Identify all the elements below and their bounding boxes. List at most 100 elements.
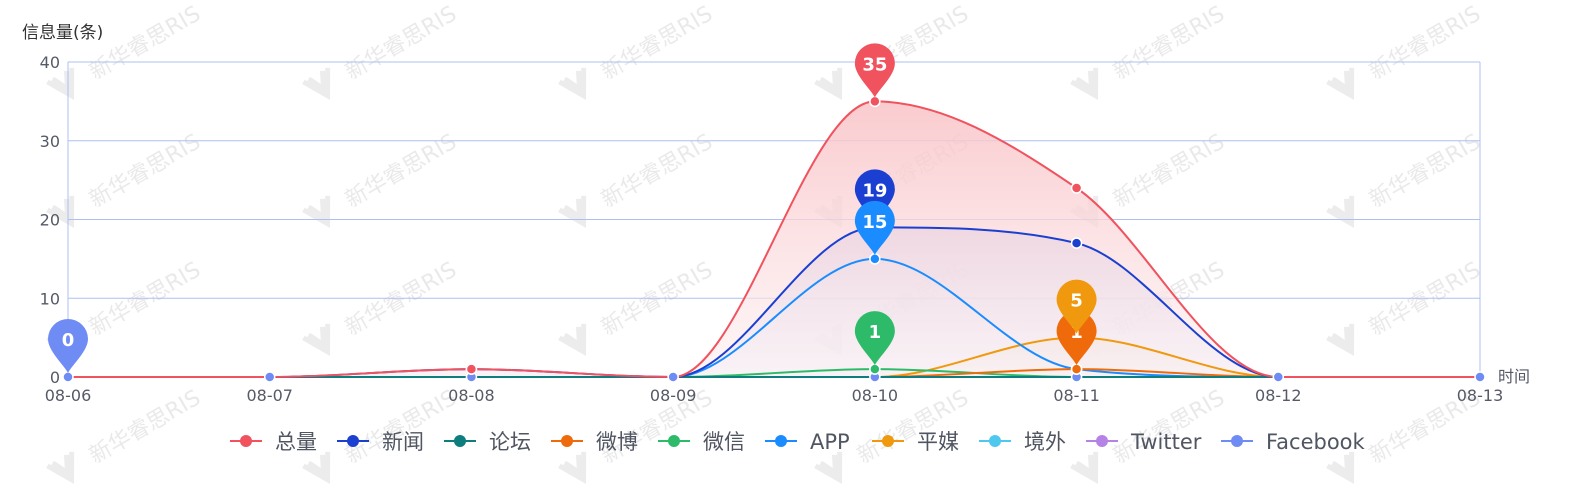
watermark-text: 新华睿思RIS (85, 386, 205, 470)
pin-label: 15 (862, 212, 887, 233)
legend-marker (347, 435, 359, 447)
legend: 总量 新闻 论坛 微博 微信 APP 平媒 境外 Twitter Facebook (230, 430, 1366, 454)
watermark-text: 新华睿思RIS (1365, 258, 1485, 342)
watermark-text: 新华睿思RIS (1109, 130, 1229, 214)
pin-总量: 35 (854, 43, 895, 98)
watermark-logo-icon (302, 67, 331, 100)
y-tick-label: 30 (40, 132, 60, 151)
watermark-text: 新华睿思RIS (1365, 130, 1485, 214)
point-Facebook (263, 371, 276, 383)
point-总量 (869, 95, 881, 108)
pin-微信: 1 (854, 311, 895, 366)
legend-item-Twitter: Twitter (1086, 430, 1202, 454)
watermark: 新华睿思RIS (302, 130, 461, 228)
y-tick-label: 20 (40, 211, 60, 230)
watermark-text: 新华睿思RIS (341, 130, 461, 214)
pin-Facebook: 0 (48, 319, 88, 373)
point-微信 (869, 363, 881, 375)
point-总量 (1070, 182, 1083, 194)
series-lines (68, 100, 1480, 379)
watermark: 新华睿思RIS (558, 130, 717, 228)
y-tick-label: 0 (50, 368, 60, 387)
legend-item-总量: 总量 (230, 430, 317, 454)
legend-item-平媒: 平媒 (872, 430, 959, 454)
y-tick-label: 10 (40, 289, 60, 308)
point-Facebook (1474, 371, 1486, 383)
watermark-text: 新华睿思RIS (597, 2, 717, 86)
legend-marker (989, 435, 1001, 447)
watermark-logo-icon (558, 195, 587, 228)
watermark: 新华睿思RIS (46, 2, 205, 100)
pin-label: 1 (869, 322, 882, 343)
legend-marker (668, 435, 680, 447)
legend-item-微信: 微信 (658, 430, 745, 454)
watermark: 新华睿思RIS (302, 2, 461, 100)
legend-item-论坛: 论坛 (444, 430, 531, 454)
point-Facebook (1272, 371, 1285, 383)
data-points (62, 95, 1486, 383)
legend-label: 境外 (1024, 430, 1066, 454)
pin-label: 0 (62, 330, 75, 351)
legend-item-Facebook: Facebook (1221, 430, 1366, 454)
watermark-text: 新华睿思RIS (1109, 386, 1229, 470)
watermark-logo-icon (46, 451, 75, 484)
x-tick-label: 08-09 (650, 386, 697, 405)
legend-marker (240, 435, 252, 447)
watermark-logo-icon (1326, 323, 1355, 356)
pin-新闻: 19 (854, 169, 895, 224)
pin-shape (48, 319, 88, 373)
legend-marker (775, 435, 787, 447)
y-axis-title: 信息量(条) (22, 23, 103, 43)
x-tick-label: 08-08 (448, 386, 495, 405)
watermark-logo-icon (302, 323, 331, 356)
watermark-logo-icon (1070, 451, 1099, 484)
watermark-text: 新华睿思RIS (85, 130, 205, 214)
pin-shape (854, 311, 895, 366)
watermark: 新华睿思RIS (1326, 2, 1485, 100)
watermark-logo-icon (1070, 67, 1099, 100)
watermark: 新华睿思RIS (46, 130, 205, 228)
watermark: 新华睿思RIS (814, 2, 973, 100)
x-tick-label: 08-12 (1255, 386, 1302, 405)
x-tick-label: 08-10 (852, 386, 899, 405)
watermark-logo-icon (1326, 451, 1355, 484)
pin-shape (854, 169, 895, 224)
legend-label: APP (810, 430, 850, 454)
watermark-logo-icon (814, 451, 843, 484)
legend-item-微博: 微博 (551, 430, 638, 454)
point-Facebook (62, 371, 74, 383)
watermark-logo-icon (302, 451, 331, 484)
watermark-text: 新华睿思RIS (597, 258, 717, 342)
pin-label: 5 (1070, 291, 1083, 312)
y-tick-label: 40 (40, 53, 60, 72)
pin-平媒: 5 (1056, 279, 1097, 334)
point-APP (869, 253, 881, 265)
legend-item-APP: APP (765, 430, 850, 454)
watermark-logo-icon (558, 323, 587, 356)
watermark-logo-icon (302, 195, 331, 228)
legend-marker (882, 435, 894, 447)
legend-label: 微博 (596, 430, 638, 454)
pin-APP: 15 (854, 200, 895, 255)
legend-marker (1231, 435, 1243, 447)
watermark-text: 新华睿思RIS (85, 258, 205, 342)
pin-label: 35 (862, 54, 887, 75)
watermark-text: 新华睿思RIS (597, 130, 717, 214)
x-tick-label: 08-06 (45, 386, 92, 405)
legend-marker (454, 435, 466, 447)
watermark-logo-icon (1326, 195, 1355, 228)
legend-label: Twitter (1130, 430, 1202, 454)
x-tick-label: 08-07 (246, 386, 293, 405)
legend-item-境外: 境外 (979, 430, 1066, 454)
legend-label: 新闻 (382, 430, 424, 454)
watermark-text: 新华睿思RIS (341, 258, 461, 342)
watermark-logo-icon (46, 67, 75, 100)
pin-shape (1056, 311, 1097, 366)
pin-shape (1056, 279, 1097, 334)
watermark: 新华睿思RIS (558, 258, 717, 356)
watermark-logo-icon (558, 451, 587, 484)
point-Facebook (667, 371, 679, 383)
pin-label: 19 (862, 180, 887, 201)
